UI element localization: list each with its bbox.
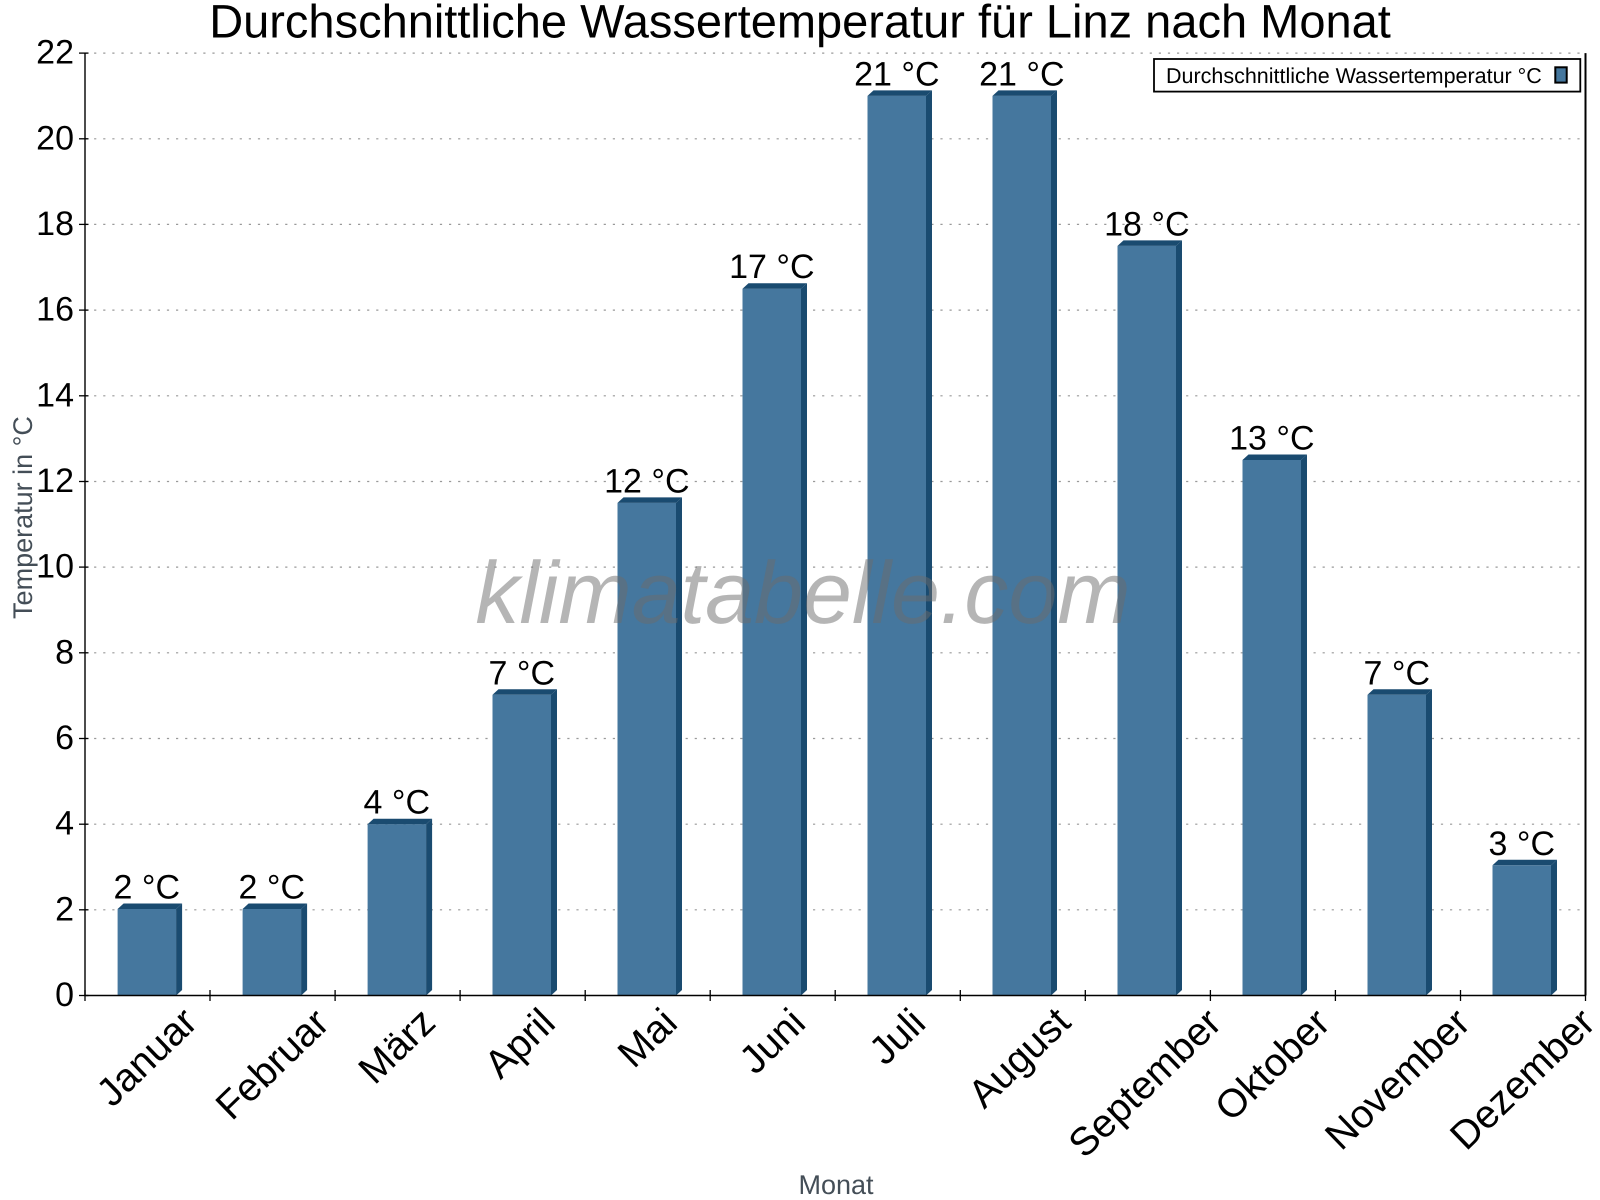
svg-text:12 °C: 12 °C bbox=[604, 462, 689, 500]
svg-text:März: März bbox=[350, 1000, 444, 1093]
svg-text:April: April bbox=[476, 1000, 563, 1087]
svg-text:18 °C: 18 °C bbox=[1104, 205, 1189, 243]
svg-text:7 °C: 7 °C bbox=[1364, 654, 1431, 692]
svg-text:13 °C: 13 °C bbox=[1229, 420, 1314, 458]
svg-text:16: 16 bbox=[36, 291, 74, 329]
svg-text:Juli: Juli bbox=[861, 1000, 934, 1073]
svg-text:Durchschnittliche Wassertemper: Durchschnittliche Wassertemperatur °C bbox=[1166, 64, 1542, 88]
svg-text:20: 20 bbox=[36, 119, 74, 157]
svg-text:2: 2 bbox=[55, 890, 74, 928]
svg-text:14: 14 bbox=[36, 376, 74, 414]
svg-text:0: 0 bbox=[55, 976, 74, 1014]
svg-text:Temperatur in °C: Temperatur in °C bbox=[8, 416, 38, 619]
svg-text:12: 12 bbox=[36, 462, 74, 500]
svg-text:Juni: Juni bbox=[731, 1000, 814, 1082]
svg-text:3 °C: 3 °C bbox=[1489, 825, 1556, 863]
svg-text:Oktober: Oktober bbox=[1207, 1000, 1339, 1129]
svg-text:2 °C: 2 °C bbox=[239, 869, 306, 907]
svg-text:August: August bbox=[960, 999, 1079, 1116]
svg-text:Februar: Februar bbox=[207, 1000, 337, 1128]
svg-text:21 °C: 21 °C bbox=[854, 55, 939, 93]
svg-text:September: September bbox=[1060, 1000, 1230, 1166]
svg-text:2 °C: 2 °C bbox=[114, 869, 181, 907]
svg-text:10: 10 bbox=[36, 548, 74, 586]
svg-text:4: 4 bbox=[55, 805, 74, 843]
svg-text:Mai: Mai bbox=[609, 1000, 685, 1076]
svg-text:7 °C: 7 °C bbox=[489, 654, 556, 692]
svg-text:Januar: Januar bbox=[88, 999, 205, 1115]
svg-text:17 °C: 17 °C bbox=[729, 248, 814, 286]
svg-text:22: 22 bbox=[36, 34, 74, 72]
svg-text:4 °C: 4 °C bbox=[364, 784, 431, 822]
svg-text:Durchschnittliche Wassertemper: Durchschnittliche Wassertemperatur für L… bbox=[209, 0, 1391, 48]
svg-text:21 °C: 21 °C bbox=[979, 55, 1064, 93]
svg-text:18: 18 bbox=[36, 205, 74, 243]
svg-text:8: 8 bbox=[55, 633, 74, 671]
svg-text:6: 6 bbox=[55, 719, 74, 757]
svg-text:Monat: Monat bbox=[798, 1170, 874, 1200]
svg-text:klimatabelle.com: klimatabelle.com bbox=[475, 543, 1130, 642]
